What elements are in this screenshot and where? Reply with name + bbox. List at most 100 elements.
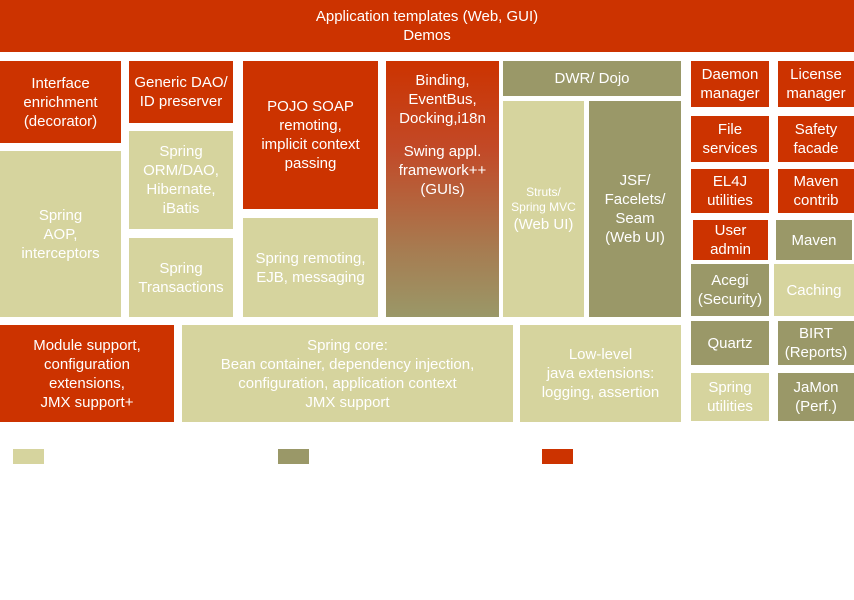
box-line: contrib [793, 192, 839, 209]
box-line: Daemon [701, 66, 759, 83]
box-line: utilities [707, 398, 753, 415]
box-line: (decorator) [23, 112, 98, 130]
spring-orm-box: Spring ORM/DAO, Hibernate, iBatis [129, 131, 233, 229]
box-line: Caching [786, 281, 842, 299]
box-line: iBatis [162, 200, 200, 217]
box-line: java extensions: [546, 365, 655, 382]
safety-facade-box: Safety facade [778, 116, 854, 162]
box-line: logging, assertion [541, 384, 660, 401]
box-line: manager [786, 85, 846, 102]
box-line: Hibernate, [146, 181, 216, 198]
box-line: User [714, 222, 747, 239]
jsf-facelets-seam-box: JSF/ Facelets/ Seam (Web UI) [589, 101, 681, 317]
box-line: interceptors [21, 244, 100, 262]
box-line: Quartz [707, 334, 753, 352]
module-support-box: Module support, configuration extensions… [0, 325, 174, 422]
box-line: Module support, [33, 336, 141, 354]
box-line: configuration [44, 355, 130, 373]
box-line: Interface [31, 74, 90, 92]
box-line: JaMon [793, 379, 839, 396]
box-line: passing [284, 155, 337, 172]
box-line: DWR/ Dojo [554, 70, 630, 87]
box-line: facade [793, 140, 839, 157]
box-line: Spring remoting, [255, 249, 366, 267]
el4j-utilities-box: EL4J utilities [691, 169, 769, 213]
box-line: Bean container, dependency injection, [220, 355, 475, 373]
birt-reports-box: BIRT (Reports) [778, 321, 854, 365]
interface-enrichment-box: Interface enrichment (decorator) [0, 61, 121, 143]
spring-core-box: Spring core: Bean container, dependency … [182, 325, 513, 422]
box-line: Low-level [568, 346, 633, 363]
gui-binding-swing-box: Binding, EventBus, Docking,i18n Swing ap… [386, 61, 499, 317]
box-line: (Security) [697, 291, 763, 308]
box-line: ID preserver [139, 93, 223, 110]
box-line: services [702, 140, 758, 157]
box-line: enrichment [23, 93, 98, 111]
box-line: Seam [615, 210, 655, 227]
box-line: License [790, 66, 842, 83]
struts-spring-mvc-box: Struts/ Spring MVC (Web UI) [503, 101, 584, 317]
box-line: Spring [159, 259, 203, 277]
box-line: Maven [791, 231, 837, 249]
box-line: (Perf.) [795, 398, 837, 415]
low-level-extensions-box: Low-level java extensions: logging, asse… [520, 325, 681, 422]
box-line: (GUIs) [420, 181, 465, 198]
box-line: AOP, [43, 225, 78, 243]
pojo-soap-box: POJO SOAP remoting, implicit context pas… [243, 61, 378, 209]
box-line: Generic DAO/ [134, 74, 228, 91]
box-line: JMX support+ [40, 393, 134, 411]
box-line: EJB, messaging [256, 268, 365, 286]
box-line: POJO SOAP [267, 98, 354, 115]
box-line: Spring core: [307, 336, 388, 354]
box-line: BIRT [799, 325, 833, 342]
box-line: Binding, [415, 72, 470, 89]
box-line: Spring [159, 143, 203, 160]
spring-utilities-box: Spring utilities [691, 373, 769, 421]
application-templates-box: Application templates (Web, GUI) Demos [0, 0, 854, 52]
legend-swatch-olive [278, 449, 309, 464]
jamon-perf-box: JaMon (Perf.) [778, 373, 854, 421]
dwr-dojo-box: DWR/ Dojo [503, 61, 681, 96]
box-line: Docking,i18n [399, 110, 486, 127]
legend-swatch-light [13, 449, 44, 464]
box-line: manager [700, 85, 760, 102]
generic-dao-box: Generic DAO/ ID preserver [129, 61, 233, 123]
box-line: ORM/DAO, [143, 162, 219, 179]
box-line: implicit context [261, 136, 360, 153]
box-line: admin [710, 241, 751, 258]
box-line: Spring [708, 379, 752, 396]
box-line: remoting, [279, 117, 342, 134]
box-line: Acegi [711, 272, 749, 289]
box-line: Struts/ [526, 184, 561, 199]
box-line: Swing appl. [403, 143, 482, 160]
box-line: Facelets/ [604, 191, 666, 208]
box-line: (Reports) [784, 344, 848, 361]
box-line: Demos [403, 27, 451, 44]
box-line: File [717, 121, 743, 138]
box-line: Spring [38, 206, 83, 224]
box-line: Safety [794, 121, 838, 138]
spring-remoting-box: Spring remoting, EJB, messaging [243, 218, 378, 317]
box-line: (Web UI) [513, 215, 574, 233]
maven-contrib-box: Maven contrib [778, 169, 854, 213]
box-line: (Web UI) [605, 229, 665, 246]
box-line: Application templates (Web, GUI) [315, 8, 539, 25]
license-manager-box: License manager [778, 61, 854, 107]
box-line: Maven [793, 173, 839, 190]
maven-box: Maven [776, 220, 852, 260]
user-admin-box: User admin [693, 220, 768, 260]
box-line: JMX support [305, 393, 390, 411]
box-line: framework++ [398, 162, 487, 179]
box-line: extensions, [49, 374, 125, 392]
acegi-security-box: Acegi (Security) [691, 264, 769, 316]
box-line: EventBus, [408, 91, 477, 108]
legend-swatch-red [542, 449, 573, 464]
box-line: utilities [707, 192, 753, 209]
spring-aop-box: Spring AOP, interceptors [0, 151, 121, 317]
quartz-box: Quartz [691, 321, 769, 365]
box-line: configuration, application context [238, 374, 457, 392]
box-line: JSF/ [619, 172, 651, 189]
daemon-manager-box: Daemon manager [691, 61, 769, 107]
box-line: Spring MVC [511, 199, 576, 214]
spring-transactions-box: Spring Transactions [129, 238, 233, 317]
